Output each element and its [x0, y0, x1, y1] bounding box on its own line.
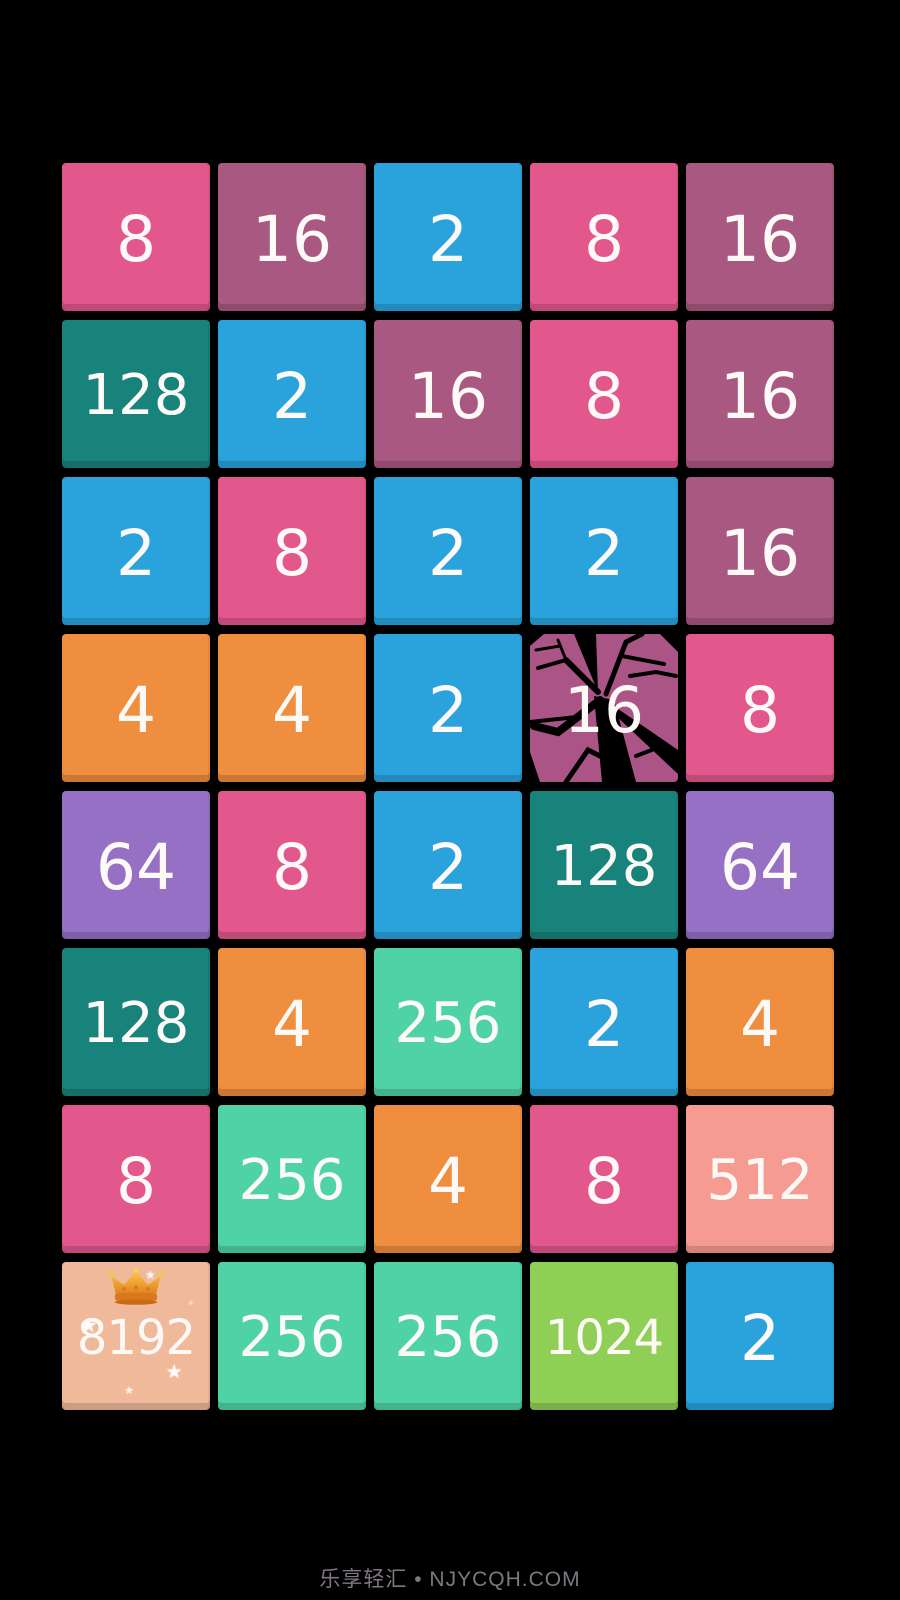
tile-8[interactable]: 8	[530, 1105, 678, 1253]
star-sparkle-icon: ★	[165, 1360, 183, 1383]
tile-8[interactable]: 8	[62, 163, 210, 311]
tile-value: 2	[271, 359, 313, 433]
tile-256[interactable]: 256	[374, 1262, 522, 1410]
cracked-glass-overlay	[530, 634, 678, 782]
tile-value: 2	[583, 516, 625, 590]
tile-value: 128	[82, 363, 190, 428]
tile-value: 8	[583, 359, 625, 433]
tile-1024[interactable]: 1024	[530, 1262, 678, 1410]
tile-value: 128	[550, 834, 658, 899]
watermark: 乐享轻汇 • NJYCQH.COM	[319, 1568, 581, 1591]
tile-4[interactable]: 4	[686, 948, 834, 1096]
tile-value: 64	[719, 830, 801, 904]
tile-value: 256	[394, 1305, 502, 1370]
tile-value: 4	[271, 987, 313, 1061]
tile-value: 8	[115, 202, 157, 276]
tile-256[interactable]: 256	[374, 948, 522, 1096]
tile-value: 8192	[76, 1310, 196, 1366]
tile-value: 2	[427, 516, 469, 590]
tile-512[interactable]: 512	[686, 1105, 834, 1253]
tile-value: 1024	[544, 1310, 664, 1366]
tile-value: 8	[271, 830, 313, 904]
game-board[interactable]: 8 16 2 8 16 128 2 16 8 16 2 8 2 2 16 4 4 2 16 8 64 8 2 128 64 128…	[62, 163, 834, 1410]
tile-value: 4	[115, 673, 157, 747]
tile-value: 2	[427, 673, 469, 747]
tile-value: 2	[583, 987, 625, 1061]
star-sparkle-icon: ★	[187, 1299, 195, 1308]
tile-value: 8	[271, 516, 313, 590]
tile-2[interactable]: 2	[218, 320, 366, 468]
tile-8[interactable]: 8	[218, 477, 366, 625]
tile-2[interactable]: 2	[374, 791, 522, 939]
tile-value: 16	[251, 202, 333, 276]
tile-value: 2	[427, 202, 469, 276]
star-sparkle-icon: ★	[79, 1313, 98, 1338]
tile-8[interactable]: 8	[686, 634, 834, 782]
tile-8[interactable]: 8	[530, 320, 678, 468]
tile-4[interactable]: 4	[374, 1105, 522, 1253]
tile-value: 256	[238, 1305, 346, 1370]
tile-2[interactable]: 2	[686, 1262, 834, 1410]
tile-8[interactable]: 8	[62, 1105, 210, 1253]
tile-value: 16	[719, 516, 801, 590]
tile-64[interactable]: 64	[686, 791, 834, 939]
tile-value: 2	[427, 830, 469, 904]
tile-16[interactable]: 16	[374, 320, 522, 468]
tile-value: 16	[563, 673, 645, 747]
tile-16[interactable]: 16	[686, 320, 834, 468]
tile-value: 8	[583, 202, 625, 276]
tile-256[interactable]: 256	[218, 1262, 366, 1410]
tile-value: 256	[238, 1148, 346, 1213]
tile-2[interactable]: 2	[374, 634, 522, 782]
tile-4[interactable]: 4	[218, 634, 366, 782]
tile-4[interactable]: 4	[218, 948, 366, 1096]
tile-value: 16	[719, 359, 801, 433]
tile-value: 128	[82, 991, 190, 1056]
tile-64[interactable]: 64	[62, 791, 210, 939]
tile-value: 8	[583, 1144, 625, 1218]
tile-16[interactable]: 16	[218, 163, 366, 311]
tile-value: 8	[739, 673, 781, 747]
tile-value: 4	[271, 673, 313, 747]
tile-value: 64	[95, 830, 177, 904]
tile-value: 512	[706, 1148, 814, 1213]
tile-value: 256	[394, 991, 502, 1056]
tile-value: 4	[427, 1144, 469, 1218]
tile-8192-crowned[interactable]: ★ ★ ★ ★ ★ 8192	[62, 1262, 210, 1410]
tile-128[interactable]: 128	[530, 791, 678, 939]
tile-8[interactable]: 8	[218, 791, 366, 939]
tile-value: 2	[739, 1301, 781, 1375]
tile-16-cracked[interactable]: 16	[530, 634, 678, 782]
tile-16[interactable]: 16	[686, 477, 834, 625]
tile-value: 8	[115, 1144, 157, 1218]
tile-2[interactable]: 2	[62, 477, 210, 625]
crown-icon	[109, 1267, 163, 1305]
tile-2[interactable]: 2	[530, 948, 678, 1096]
tile-value: 16	[407, 359, 489, 433]
tile-2[interactable]: 2	[374, 477, 522, 625]
tile-value: 16	[719, 202, 801, 276]
tile-8[interactable]: 8	[530, 163, 678, 311]
star-sparkle-icon: ★	[144, 1268, 156, 1283]
tile-2[interactable]: 2	[530, 477, 678, 625]
tile-256[interactable]: 256	[218, 1105, 366, 1253]
tile-128[interactable]: 128	[62, 320, 210, 468]
tile-value: 4	[739, 987, 781, 1061]
tile-16[interactable]: 16	[686, 163, 834, 311]
tile-value: 2	[115, 516, 157, 590]
tile-2[interactable]: 2	[374, 163, 522, 311]
star-sparkle-icon: ★	[124, 1383, 135, 1397]
tile-4[interactable]: 4	[62, 634, 210, 782]
tile-128[interactable]: 128	[62, 948, 210, 1096]
